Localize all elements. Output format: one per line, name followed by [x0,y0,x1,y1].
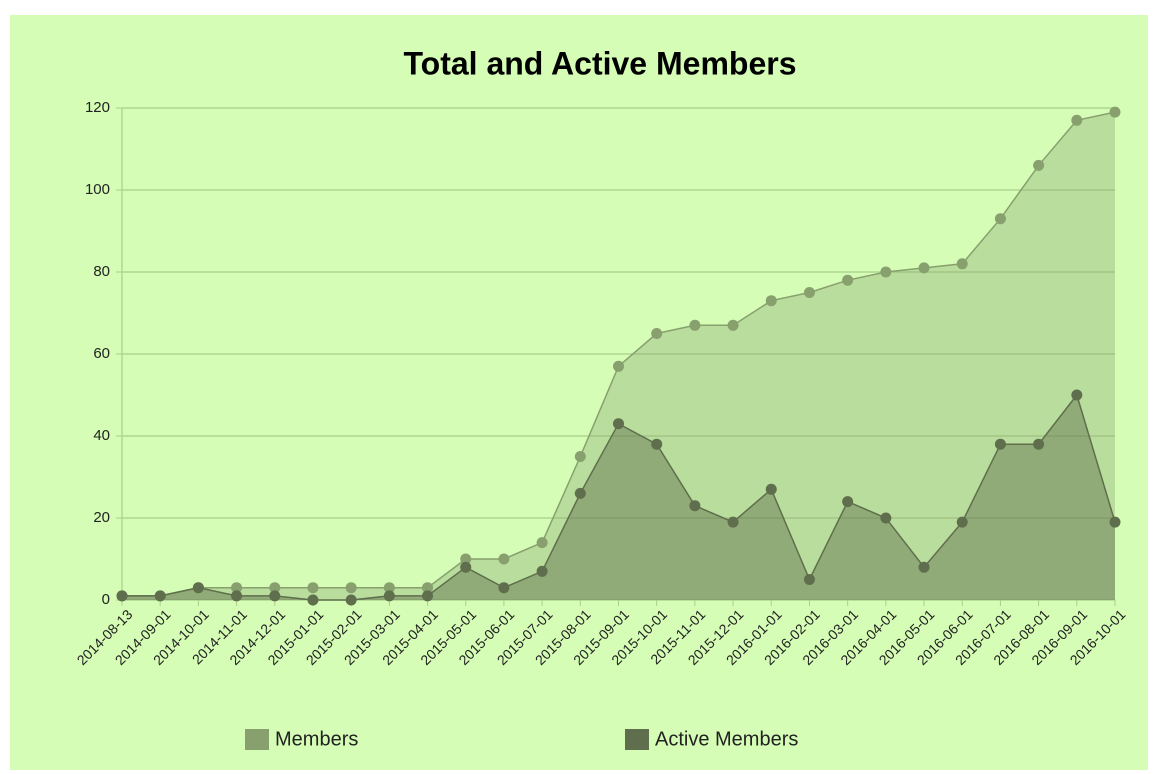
data-point [918,262,930,274]
y-tick-label: 120 [85,99,110,116]
y-tick-label: 20 [93,509,110,526]
y-tick-label: 40 [93,427,110,444]
data-point [880,266,892,278]
data-point [269,590,281,602]
data-point [994,213,1006,225]
data-point [498,582,510,594]
data-point [536,565,548,577]
area-fill [122,112,1115,600]
chart-title: Total and Active Members [404,45,797,81]
data-point [765,295,777,307]
legend-swatch [245,729,269,750]
data-point [574,487,586,499]
data-point [345,582,357,594]
data-point [727,319,739,331]
data-point [689,319,701,331]
data-point [460,561,472,573]
data-point [536,537,548,549]
data-point [307,582,319,594]
y-tick-label: 100 [85,181,110,198]
data-point [1033,159,1045,171]
data-point [727,516,739,528]
data-point [918,561,930,573]
y-tick-label: 60 [93,345,110,362]
data-point [574,451,586,462]
data-point [994,438,1006,450]
data-point [880,512,892,524]
data-point [154,590,166,602]
data-point [1109,516,1121,528]
data-point [956,516,968,528]
data-point [1071,114,1083,126]
data-point [383,590,395,602]
data-point [765,483,777,495]
data-point [803,574,815,585]
data-point [689,500,701,512]
legend-label: Members [275,728,358,750]
data-point [269,582,281,594]
data-point [1071,389,1083,401]
data-point [192,582,204,594]
data-point [1033,438,1045,450]
data-point [498,553,510,565]
data-point [842,274,854,286]
data-point [651,438,663,450]
legend-label: Active Members [655,728,798,750]
data-point [613,360,624,372]
data-point [383,582,395,594]
chart-background [10,15,1148,770]
data-point [1109,106,1121,118]
area-fill [122,395,1115,600]
data-point [803,287,815,298]
data-point [956,258,968,270]
data-point [613,418,624,430]
data-point [231,590,243,602]
data-point [307,594,319,606]
data-point [422,582,434,594]
data-point [422,590,434,602]
legend-swatch [625,729,649,750]
data-point [116,590,128,602]
data-point [460,553,472,565]
data-point [345,594,357,606]
y-tick-label: 0 [102,591,110,608]
data-point [651,328,663,339]
data-point [842,496,854,508]
data-point [231,582,243,594]
y-tick-label: 80 [93,263,110,280]
